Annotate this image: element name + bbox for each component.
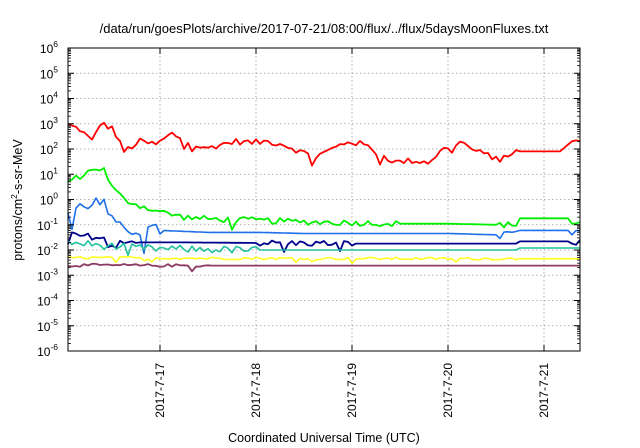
series-line-1 xyxy=(67,121,581,167)
y-axis-label: protons/cm2-s-sr-MeV xyxy=(9,139,25,261)
y-tick-label: 10-5 xyxy=(37,317,58,334)
series-line-3 xyxy=(67,197,581,255)
y-tick-labels: 10-6 10-5 10-4 10-3 10-2 10-1 100 101 102 103 104 1… xyxy=(37,39,58,359)
x-tick-label: 2017-7-21 xyxy=(537,363,551,418)
y-tick-label: 10-3 xyxy=(37,266,58,283)
axis-ticks xyxy=(68,47,580,352)
y-axis-label-suffix: -s-sr-MeV xyxy=(11,139,25,195)
y-tick-label: 102 xyxy=(40,140,58,157)
series-line-7 xyxy=(67,262,580,273)
y-tick-label: 10-6 xyxy=(37,342,58,359)
series-line-5 xyxy=(67,240,580,257)
x-tick-label: 2017-7-17 xyxy=(153,363,167,418)
y-tick-label: 104 xyxy=(40,90,58,107)
y-tick-label: 106 xyxy=(40,39,58,56)
x-tick-label: 2017-7-19 xyxy=(345,363,359,418)
y-tick-label: 10-4 xyxy=(37,292,58,309)
y-tick-label: 10-2 xyxy=(37,241,58,258)
chart-title: /data/run/goesPlots/archive/2017-07-21/0… xyxy=(100,21,549,36)
y-axis-label-sup: 2 xyxy=(9,194,19,199)
y-tick-label: 10-1 xyxy=(37,216,58,233)
grid-lines xyxy=(68,48,580,351)
x-axis-label: Coordinated Universal Time (UTC) xyxy=(228,431,420,445)
series-line-2 xyxy=(67,167,581,231)
y-tick-label: 105 xyxy=(40,64,58,81)
series-line-6 xyxy=(67,255,580,265)
x-tick-label: 2017-7-18 xyxy=(249,363,263,418)
y-tick-label: 103 xyxy=(40,115,58,132)
series-line-4 xyxy=(67,231,581,253)
series-lines xyxy=(67,121,581,273)
y-tick-label: 101 xyxy=(40,165,58,182)
y-tick-label: 100 xyxy=(40,191,58,208)
y-axis-label-prefix: protons/cm xyxy=(11,199,25,261)
x-tick-labels: 2017-7-17 2017-7-18 2017-7-19 2017-7-20 2017… xyxy=(153,363,551,418)
x-tick-label: 2017-7-20 xyxy=(441,363,455,418)
